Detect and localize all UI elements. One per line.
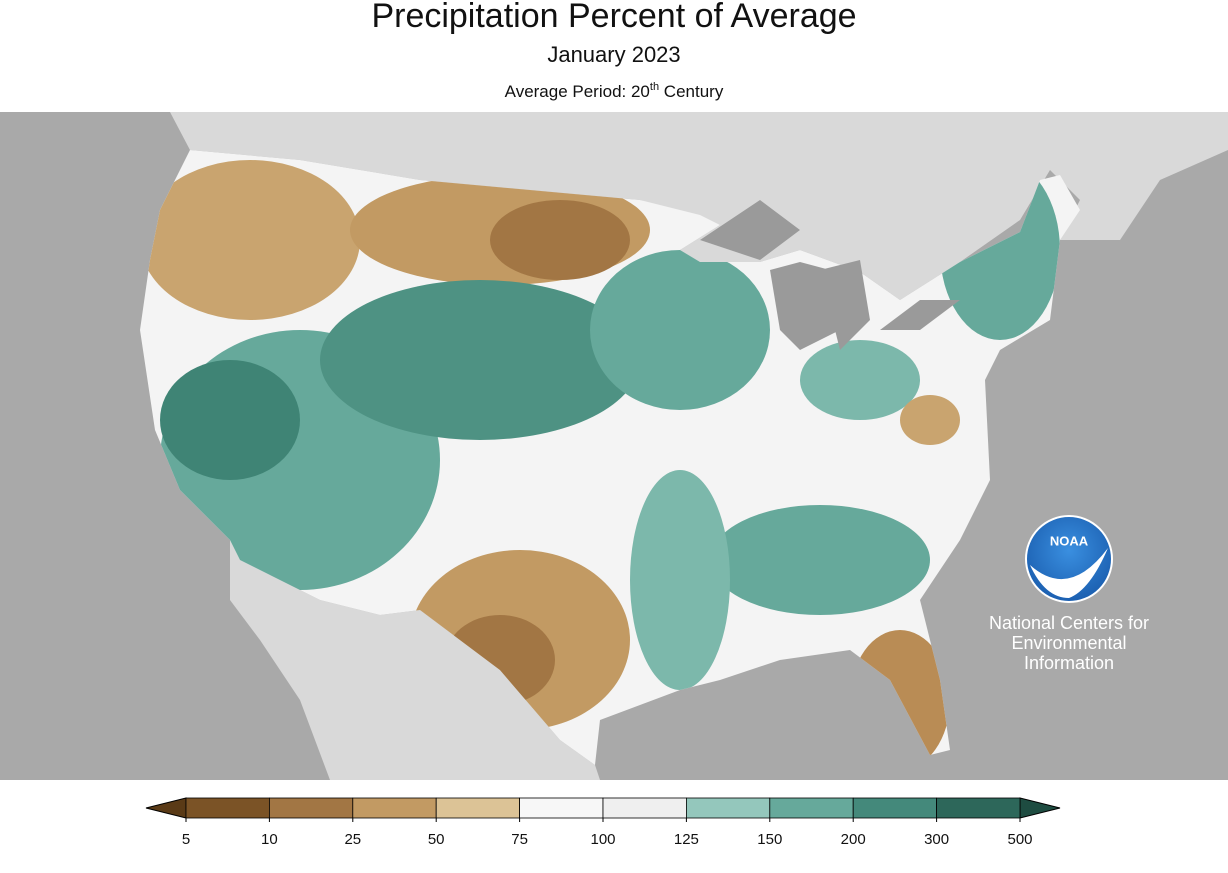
wet-area: [710, 505, 930, 615]
legend-segment: [435, 797, 521, 819]
legend-under: [145, 797, 187, 819]
header: Precipitation Percent of Average January…: [371, 0, 856, 101]
legend-over: [1019, 797, 1061, 819]
wet-area: [800, 340, 920, 420]
legend-segment: [686, 797, 771, 819]
legend-tick-label: 25: [344, 831, 361, 848]
period-superscript: th: [650, 81, 659, 93]
legend-tick-label: 500: [1007, 831, 1032, 848]
map-subtitle: January 2023: [547, 42, 680, 67]
legend-tick-label: 5: [182, 831, 190, 848]
legend-segment: [936, 797, 1021, 819]
legend-tick-label: 100: [590, 831, 615, 848]
legend-tick-label: 300: [924, 831, 949, 848]
period-text: Average Period: 20: [505, 82, 650, 101]
legend-tick-label: 75: [511, 831, 528, 848]
noaa-bird: [1030, 548, 1108, 598]
legend-segment: [852, 797, 938, 819]
credit-line: National Centers for: [989, 613, 1149, 633]
dry-area: [490, 200, 630, 280]
legend-segment: [352, 797, 437, 819]
legend-segment: [602, 797, 687, 819]
average-period: Average Period: 20th Century: [505, 81, 724, 102]
legend-tick-label: 50: [428, 831, 445, 848]
legend-segment: [519, 797, 604, 819]
legend: 5 10 25 50 75 100 125 150 200 300 500: [145, 797, 1061, 848]
map-title: Precipitation Percent of Average: [371, 0, 856, 35]
legend-tick-label: 10: [261, 831, 278, 848]
legend-tick-label: 200: [841, 831, 866, 848]
wet-area: [590, 250, 770, 410]
legend-tick-label: 150: [757, 831, 782, 848]
dry-area: [140, 160, 360, 320]
wet-area: [320, 280, 640, 440]
legend-segment: [769, 797, 854, 819]
noaa-text: NOAA: [1050, 533, 1089, 548]
legend-segment: [268, 797, 354, 819]
wet-area: [630, 470, 730, 690]
wet-area: [160, 360, 300, 480]
period-suffix: Century: [659, 82, 724, 101]
legend-tick-label: 125: [674, 831, 699, 848]
credit-line: Information: [1024, 653, 1114, 673]
dry-area: [900, 395, 960, 445]
canada: [170, 112, 1228, 300]
mexico: [230, 540, 600, 780]
map: NOAA National Centers for Environmental …: [0, 112, 1228, 780]
credit-line: Environmental: [1011, 633, 1126, 653]
great-lakes: [700, 200, 960, 350]
legend-segment: [185, 797, 270, 819]
